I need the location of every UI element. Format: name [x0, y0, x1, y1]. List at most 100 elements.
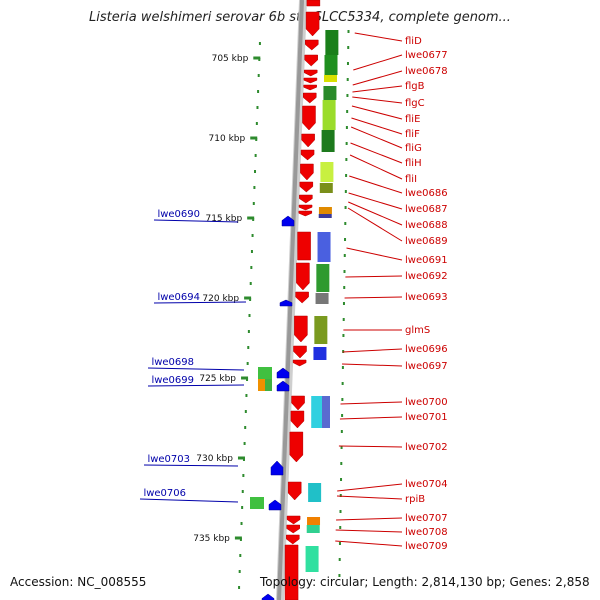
minor-tick — [240, 522, 243, 525]
forward-gene-arrow — [286, 515, 301, 525]
gene-label: lwe0686 — [405, 188, 448, 199]
gene-label: lwe0701 — [405, 412, 448, 423]
scale-tick — [237, 456, 245, 460]
minor-tick — [344, 238, 347, 241]
cog-block — [322, 100, 336, 130]
gene-leader-line — [336, 495, 403, 500]
scale-tick-label: 730 kbp — [196, 454, 233, 464]
gene-leader-line — [143, 464, 239, 467]
forward-gene-arrow — [298, 204, 313, 211]
gene-label: lwe0697 — [405, 361, 448, 372]
gene-leader-line — [352, 85, 403, 93]
gene-leader-line — [337, 483, 403, 492]
gene-label: fliF — [405, 129, 420, 140]
gene-label: flgC — [405, 98, 425, 109]
scale-tick-label: 720 kbp — [202, 294, 239, 304]
cog-block — [305, 546, 319, 572]
minor-tick — [244, 410, 247, 413]
cog-block — [258, 379, 265, 391]
minor-tick — [257, 90, 260, 93]
minor-tick — [341, 398, 344, 401]
gene-label: rpiB — [405, 494, 425, 505]
reverse-gene-arrow — [276, 380, 290, 392]
reverse-gene-arrow — [279, 299, 293, 307]
minor-tick — [346, 78, 349, 81]
gene-label: lwe0692 — [405, 271, 448, 282]
gene-leader-line — [353, 54, 403, 71]
minor-tick — [256, 106, 259, 109]
cog-block — [250, 497, 264, 509]
gene-label: lwe0691 — [405, 255, 448, 266]
minor-tick — [345, 142, 348, 145]
gene-label: lwe0709 — [405, 541, 448, 552]
scale-tick-label: 705 kbp — [212, 54, 249, 64]
gene-leader-line — [147, 367, 245, 371]
minor-tick — [250, 266, 253, 269]
cog-block — [308, 483, 322, 502]
forward-gene-arrow — [287, 481, 302, 501]
minor-tick — [258, 42, 261, 45]
cog-block — [307, 517, 321, 525]
forward-gene-arrow — [303, 69, 318, 77]
minor-tick — [343, 254, 346, 257]
gene-label: lwe0690 — [157, 209, 200, 220]
forward-gene-arrow — [302, 105, 316, 131]
gene-leader-line — [342, 348, 403, 353]
scale-tick — [244, 296, 252, 300]
minor-tick — [345, 158, 348, 161]
gene-label: lwe0703 — [147, 454, 190, 465]
gene-label: lwe0707 — [405, 513, 448, 524]
scale-tick-label: 715 kbp — [205, 214, 242, 224]
forward-gene-arrow — [293, 345, 307, 359]
gene-leader-line — [344, 296, 403, 299]
gene-leader-line — [345, 275, 403, 278]
forward-gene-arrow — [295, 291, 309, 304]
forward-gene-arrow — [286, 524, 300, 534]
gene-label: fliD — [405, 36, 422, 47]
cog-block — [323, 75, 337, 82]
minor-tick — [255, 122, 258, 125]
forward-gene-arrow — [284, 544, 299, 600]
minor-tick — [344, 222, 347, 225]
minor-tick — [347, 30, 350, 33]
cog-block — [311, 396, 325, 428]
gene-leader-line — [147, 384, 245, 387]
reverse-gene-arrow — [270, 460, 284, 476]
accession-label: Accession: NC_008555 — [10, 575, 147, 589]
forward-gene-arrow — [298, 210, 313, 217]
cog-block — [316, 264, 330, 292]
gene-label: lwe0700 — [405, 397, 448, 408]
gene-label: lwe0694 — [157, 292, 200, 303]
forward-gene-arrow — [303, 77, 318, 84]
minor-tick — [345, 126, 348, 129]
forward-gene-arrow — [301, 133, 315, 148]
cog-block — [319, 183, 333, 193]
minor-tick — [238, 586, 241, 589]
gene-leader-line — [351, 105, 403, 120]
cog-block — [314, 316, 328, 344]
minor-tick — [339, 526, 342, 529]
gene-label: lwe0708 — [405, 527, 448, 538]
gene-leader-line — [352, 70, 403, 86]
scale-tick-label: 735 kbp — [193, 534, 230, 544]
gene-label: lwe0693 — [405, 292, 448, 303]
gene-leader-line — [348, 201, 403, 226]
minor-tick — [346, 110, 349, 113]
minor-tick — [243, 442, 246, 445]
genome-backbone — [277, 0, 304, 600]
forward-gene-arrow — [304, 54, 318, 67]
scale-tick — [247, 216, 255, 220]
gene-leader-line — [349, 154, 403, 180]
gene-leader-line — [342, 363, 403, 367]
cog-block — [325, 30, 339, 55]
minor-tick — [342, 318, 345, 321]
minor-tick — [247, 346, 250, 349]
minor-tick — [344, 206, 347, 209]
minor-tick — [338, 542, 341, 545]
forward-gene-arrow — [299, 194, 313, 204]
cog-block — [320, 162, 334, 182]
gene-leader-line — [351, 117, 403, 135]
minor-tick — [247, 330, 250, 333]
forward-gene-arrow — [290, 410, 305, 429]
